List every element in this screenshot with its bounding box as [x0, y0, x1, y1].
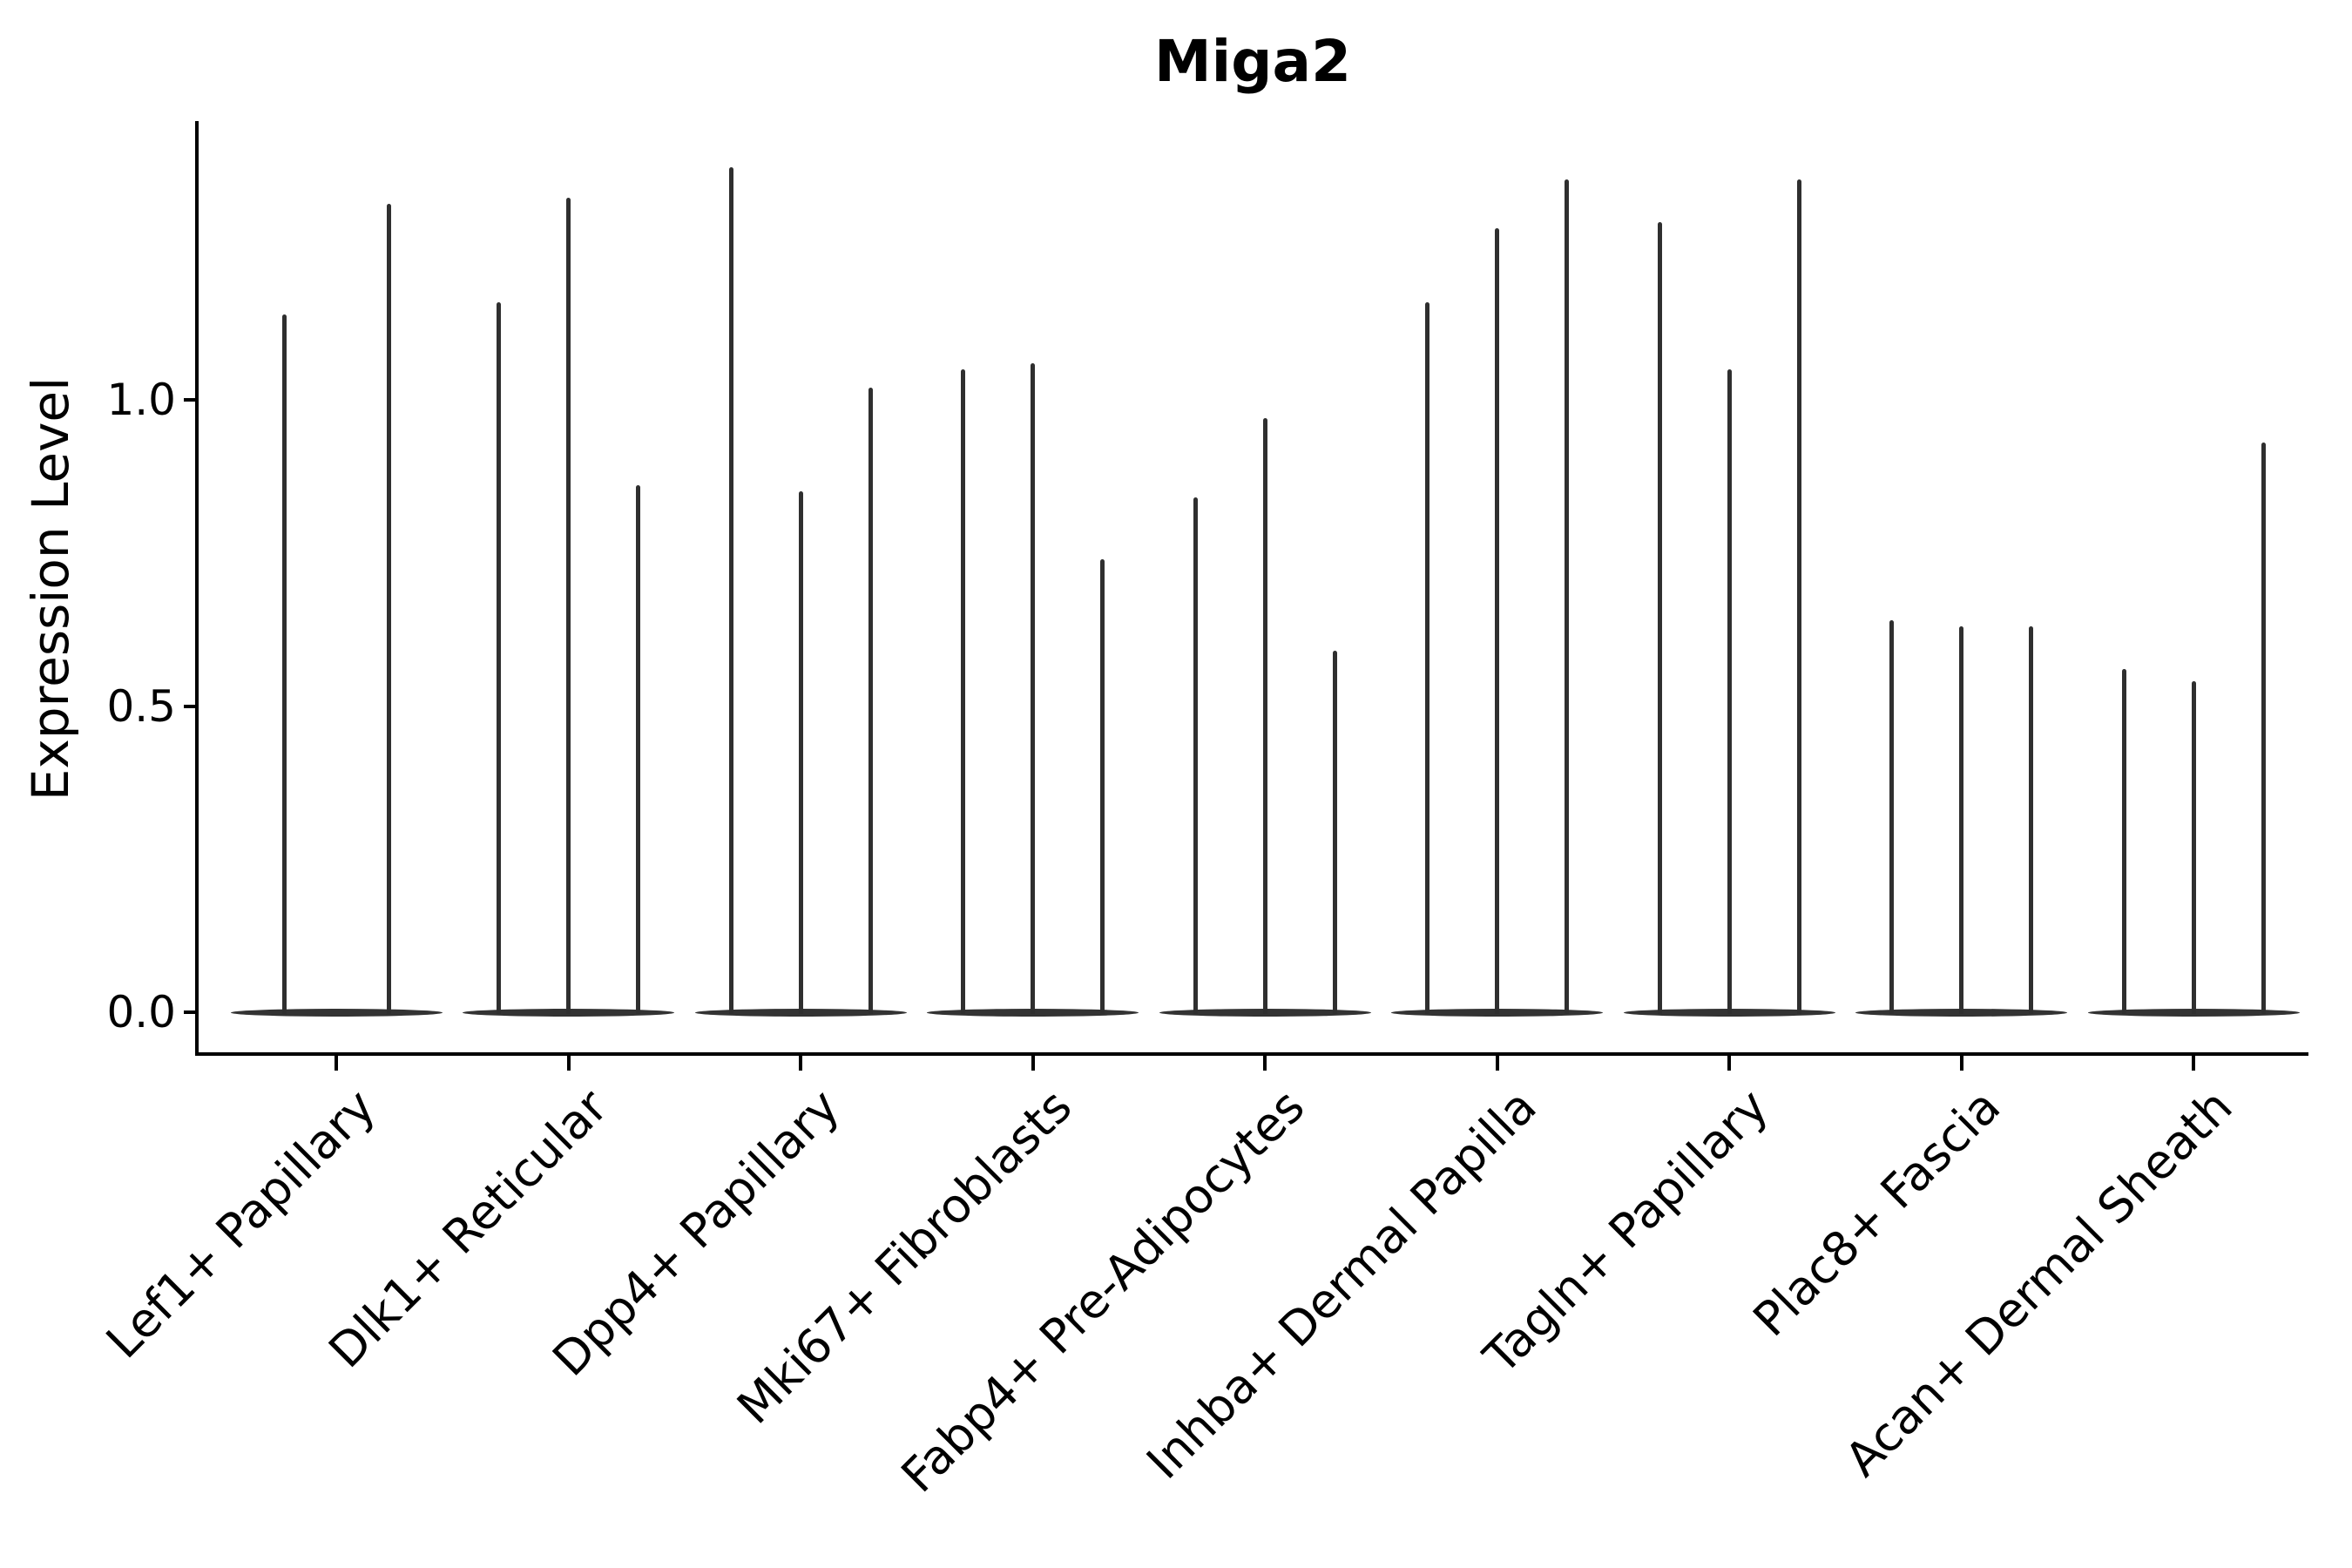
x-tick-label: Fabp4+ Pre-Adipocytes	[890, 1078, 1315, 1504]
violin-spike	[1889, 620, 1894, 1014]
x-tick-mark	[1263, 1056, 1267, 1071]
violin-spike	[1565, 179, 1569, 1014]
x-tick-mark	[335, 1056, 338, 1071]
violin-spike	[1100, 558, 1105, 1014]
chart-title: Miga2	[1153, 28, 1352, 95]
x-tick-label: Plac8+ Fascia	[1742, 1078, 2011, 1348]
x-tick-mark	[1031, 1056, 1035, 1071]
violin-spike	[1031, 362, 1035, 1014]
violin-spike	[728, 166, 733, 1014]
violin-spike	[497, 301, 501, 1014]
violin-spike	[1262, 418, 1267, 1014]
x-tick-mark	[1495, 1056, 1499, 1071]
violin-spike	[636, 485, 640, 1014]
violin-spike	[386, 204, 391, 1014]
violin-spike	[1959, 626, 1963, 1014]
violin-spike	[1425, 301, 1429, 1014]
y-tick-label: 0.0	[106, 987, 176, 1037]
x-tick-label: Inhba+ Dermal Papilla	[1136, 1078, 1547, 1490]
x-tick-mark	[566, 1056, 571, 1071]
violin-spike	[1332, 651, 1337, 1014]
x-tick-mark	[799, 1056, 802, 1071]
violin-spike	[281, 314, 287, 1014]
y-tick-mark	[184, 398, 197, 402]
y-tick-label: 1.0	[106, 375, 176, 425]
violin-spike	[1657, 222, 1662, 1014]
plot-area	[195, 121, 2308, 1056]
violin-spike	[566, 198, 571, 1014]
x-tick-mark	[2192, 1056, 2195, 1071]
x-tick-mark	[1727, 1056, 1731, 1071]
violin-spike	[2029, 626, 2033, 1014]
violin-spike	[961, 368, 965, 1014]
violin-base	[230, 1008, 443, 1017]
violin-spike	[1495, 228, 1499, 1014]
violin-spike	[1727, 368, 1732, 1014]
x-tick-mark	[1959, 1056, 1963, 1071]
violin-spike	[1796, 179, 1801, 1014]
y-tick-mark	[184, 1010, 197, 1014]
y-tick-mark	[184, 704, 197, 708]
violin-spike	[1193, 497, 1198, 1014]
violin-spike	[2191, 681, 2196, 1014]
x-tick-label: Acan+ Dermal Sheath	[1835, 1078, 2244, 1487]
violin-spike	[798, 491, 803, 1014]
y-axis-label: Expression Level	[21, 376, 80, 801]
violin-spike	[2121, 669, 2126, 1014]
y-tick-label: 0.5	[106, 680, 176, 732]
violin-spike	[868, 387, 873, 1014]
violin-spike	[2261, 443, 2266, 1014]
